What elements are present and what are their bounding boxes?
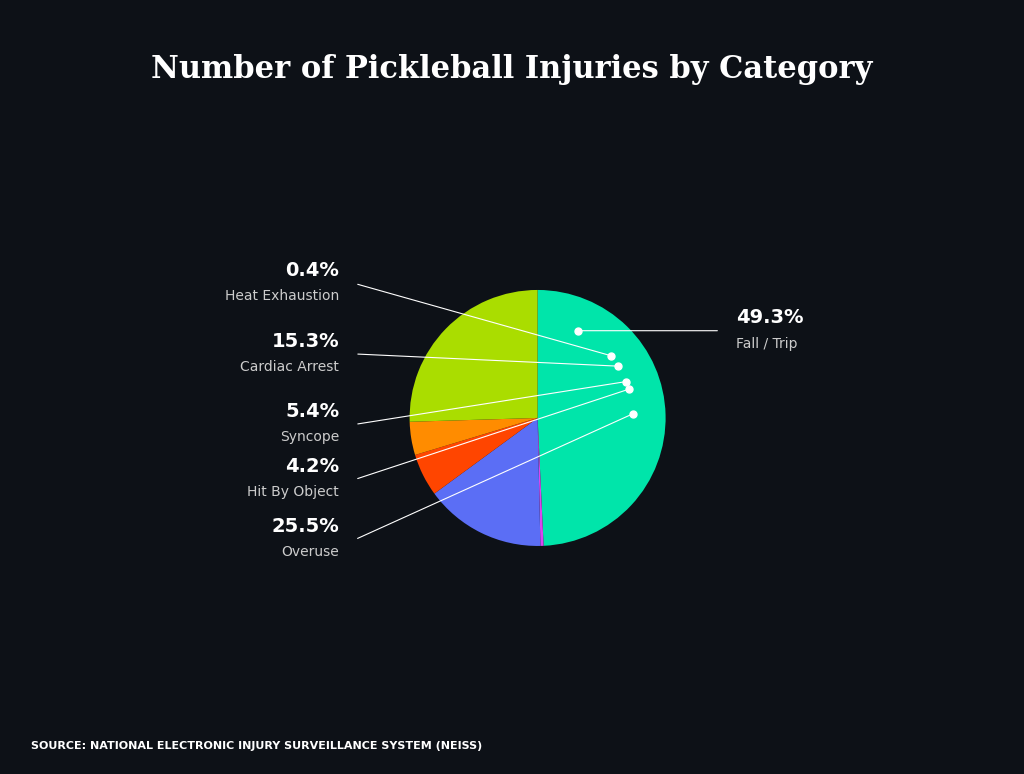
Wedge shape: [538, 418, 544, 546]
Wedge shape: [415, 418, 538, 494]
Text: Heat Exhaustion: Heat Exhaustion: [225, 289, 339, 303]
Text: Number of Pickleball Injuries by Category: Number of Pickleball Injuries by Categor…: [152, 54, 872, 85]
Text: Fall / Trip: Fall / Trip: [736, 337, 798, 351]
Text: 0.4%: 0.4%: [286, 262, 339, 280]
Wedge shape: [434, 418, 541, 546]
Text: Overuse: Overuse: [282, 546, 339, 560]
Wedge shape: [410, 290, 538, 422]
Text: 15.3%: 15.3%: [271, 332, 339, 351]
Text: 25.5%: 25.5%: [271, 517, 339, 536]
Text: 49.3%: 49.3%: [736, 308, 804, 327]
Text: Hit By Object: Hit By Object: [248, 485, 339, 499]
Text: Syncope: Syncope: [280, 430, 339, 444]
Text: SOURCE: NATIONAL ELECTRONIC INJURY SURVEILLANCE SYSTEM (NEISS): SOURCE: NATIONAL ELECTRONIC INJURY SURVE…: [31, 741, 482, 751]
Text: 4.2%: 4.2%: [285, 457, 339, 476]
Text: Cardiac Arrest: Cardiac Arrest: [241, 360, 339, 374]
Text: 5.4%: 5.4%: [285, 402, 339, 421]
Wedge shape: [538, 290, 666, 546]
Wedge shape: [410, 418, 538, 455]
